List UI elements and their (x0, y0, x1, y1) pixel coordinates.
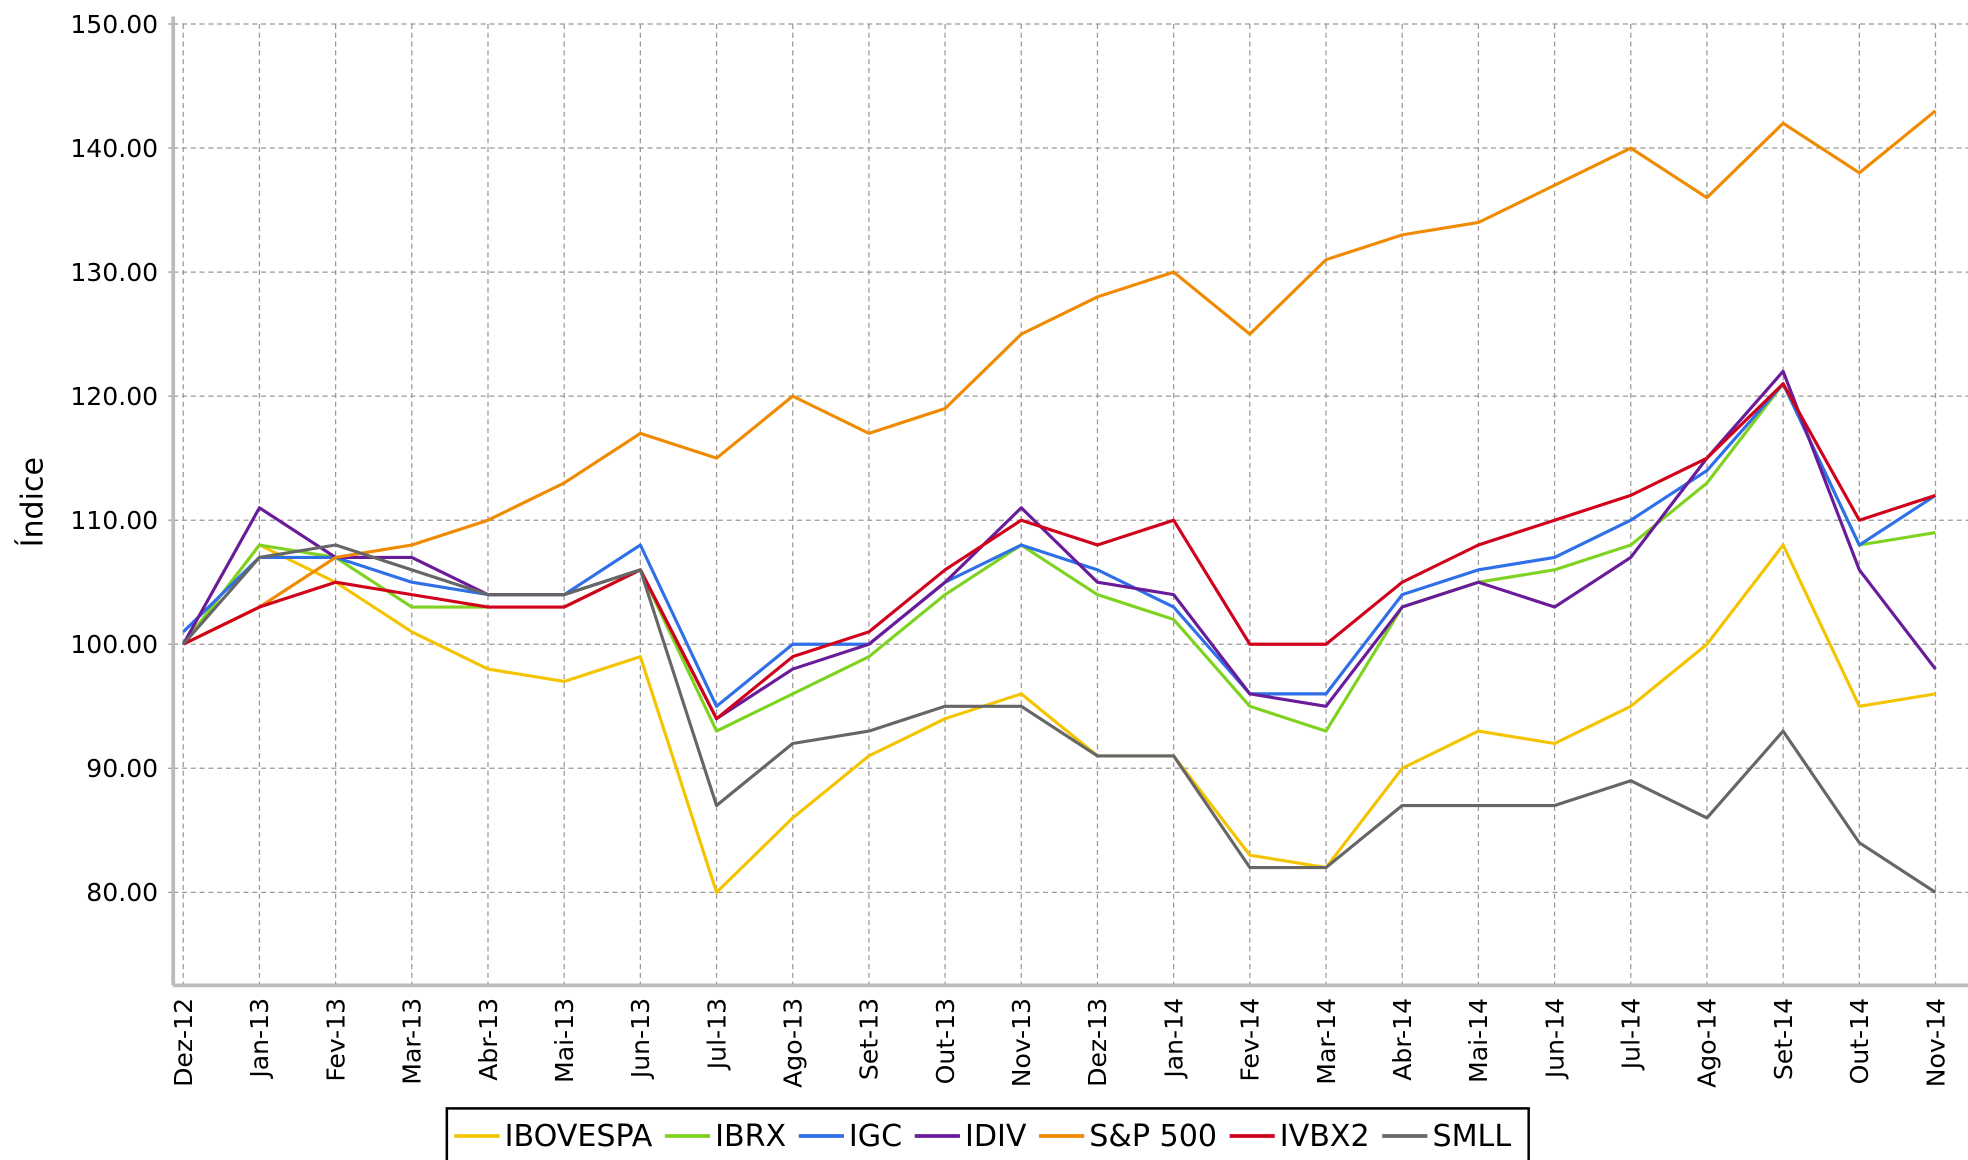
x-tick-label: Mai-13 (550, 998, 579, 1083)
legend-label: S&P 500 (1089, 1119, 1217, 1154)
x-tick-label: Set-13 (855, 998, 884, 1080)
legend-label: IDIV (965, 1119, 1027, 1154)
legend-label: IGC (849, 1119, 902, 1154)
y-tick-label: 90.00 (86, 754, 158, 783)
x-tick-label: Out-13 (931, 998, 960, 1084)
x-tick-label: Fev-14 (1236, 998, 1265, 1082)
series-line (181, 369, 1937, 721)
x-tick-label: Set-14 (1769, 998, 1798, 1080)
x-tick-label: Mai-14 (1464, 998, 1493, 1083)
series-line (182, 109, 1937, 646)
x-tick-label: Ago-13 (779, 998, 808, 1088)
series-line (182, 543, 1937, 894)
x-tick-label: Abr-14 (1388, 998, 1417, 1081)
x-tick-label: Jan-13 (245, 998, 274, 1080)
series-line (182, 382, 1936, 721)
y-tick-label: 100.00 (70, 630, 158, 659)
x-tick-label: Fev-13 (321, 998, 350, 1082)
x-tick-label: Abr-13 (474, 998, 503, 1081)
y-tick-label: 150.00 (70, 10, 158, 39)
x-tick-label: Nov-13 (1007, 998, 1036, 1087)
x-tick-label: Jul-13 (702, 998, 731, 1071)
y-tick-label: 120.00 (70, 382, 158, 411)
x-tick-label: Dez-12 (169, 998, 198, 1087)
x-tick-label: Jan-14 (1159, 998, 1188, 1080)
y-tick-label: 140.00 (70, 134, 158, 163)
y-axis-label: Índice (15, 457, 51, 548)
legend-label: SMLL (1432, 1119, 1511, 1154)
x-tick-label: Jun-14 (1540, 998, 1569, 1080)
x-tick-label: Mar-14 (1312, 998, 1341, 1085)
x-tick-label: Ago-14 (1693, 998, 1722, 1088)
series-line (182, 382, 1937, 708)
y-tick-label: 130.00 (70, 258, 158, 287)
legend-label: IBRX (715, 1119, 786, 1154)
y-tick-label: 80.00 (86, 878, 158, 907)
x-tick-label: Dez-13 (1083, 998, 1112, 1087)
x-tick-label: Mar-13 (398, 998, 427, 1085)
x-tick-label: Jun-13 (626, 998, 655, 1080)
series-line (182, 543, 1936, 894)
y-tick-label: 110.00 (70, 506, 158, 535)
x-tick-label: Nov-14 (1921, 998, 1950, 1087)
legend-label: IBOVESPA (505, 1119, 653, 1154)
x-tick-label: Out-14 (1845, 998, 1874, 1084)
series-line (182, 382, 1936, 733)
legend: IBOVESPA IBRX IGC IDIV S&P 500 IVBX2 SMLL (445, 1107, 1530, 1160)
legend-label: IVBX2 (1280, 1119, 1370, 1154)
legend-box (445, 1107, 1530, 1160)
x-tick-label: Jul-14 (1617, 998, 1646, 1071)
